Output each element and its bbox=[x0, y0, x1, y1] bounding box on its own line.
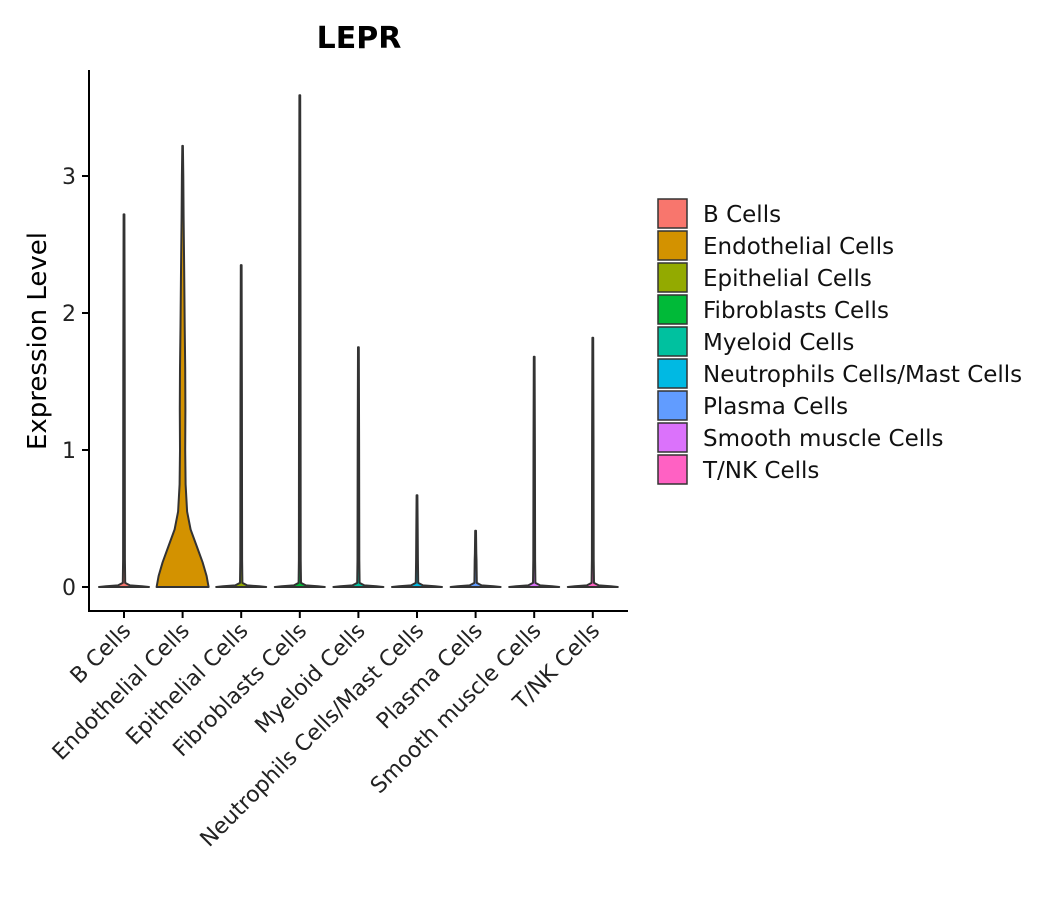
legend-swatch bbox=[657, 294, 688, 325]
y-tick-label: 2 bbox=[62, 302, 76, 327]
legend-swatch bbox=[657, 198, 688, 229]
violin-myeloid-cells bbox=[332, 346, 385, 588]
chart-title: LEPR bbox=[317, 21, 402, 56]
y-tick-label: 0 bbox=[62, 576, 76, 601]
legend-label: Myeloid Cells bbox=[703, 330, 854, 356]
violins bbox=[98, 94, 619, 588]
violin-plasma-cells bbox=[449, 529, 502, 588]
legend-swatch bbox=[657, 454, 688, 485]
y-ticks: 0 1 2 3 bbox=[62, 165, 89, 601]
legend-swatch bbox=[657, 390, 688, 421]
legend-swatch bbox=[657, 262, 688, 293]
legend-label: B Cells bbox=[703, 202, 781, 228]
legend-label: T/NK Cells bbox=[702, 458, 819, 484]
legend-label: Endothelial Cells bbox=[703, 234, 894, 260]
legend-label: Plasma Cells bbox=[703, 394, 848, 420]
legend-swatch bbox=[657, 230, 688, 261]
legend: B Cells Endothelial Cells Epithelial Cells… bbox=[657, 198, 1022, 485]
violin-t-nk-cells bbox=[566, 336, 619, 588]
legend-label: Fibroblasts Cells bbox=[703, 298, 889, 324]
violin-neutrophils-cells-mast-cells bbox=[391, 494, 443, 588]
violin-endothelial-cells bbox=[155, 144, 210, 588]
legend-swatch bbox=[657, 326, 688, 357]
legend-label: Smooth muscle Cells bbox=[703, 426, 944, 452]
violin-fibroblasts-cells bbox=[273, 94, 326, 588]
violin-epithelial-cells bbox=[215, 264, 268, 588]
y-tick-label: 1 bbox=[62, 439, 76, 464]
legend-label: Neutrophils Cells/Mast Cells bbox=[703, 362, 1022, 388]
y-axis-title: Expression Level bbox=[23, 232, 53, 450]
legend-swatch bbox=[657, 422, 688, 453]
violin-b-cells bbox=[98, 213, 150, 588]
violin-smooth-muscle-cells bbox=[508, 355, 561, 588]
legend-swatch bbox=[657, 358, 688, 389]
y-tick-label: 3 bbox=[62, 165, 76, 190]
legend-label: Epithelial Cells bbox=[703, 266, 872, 292]
